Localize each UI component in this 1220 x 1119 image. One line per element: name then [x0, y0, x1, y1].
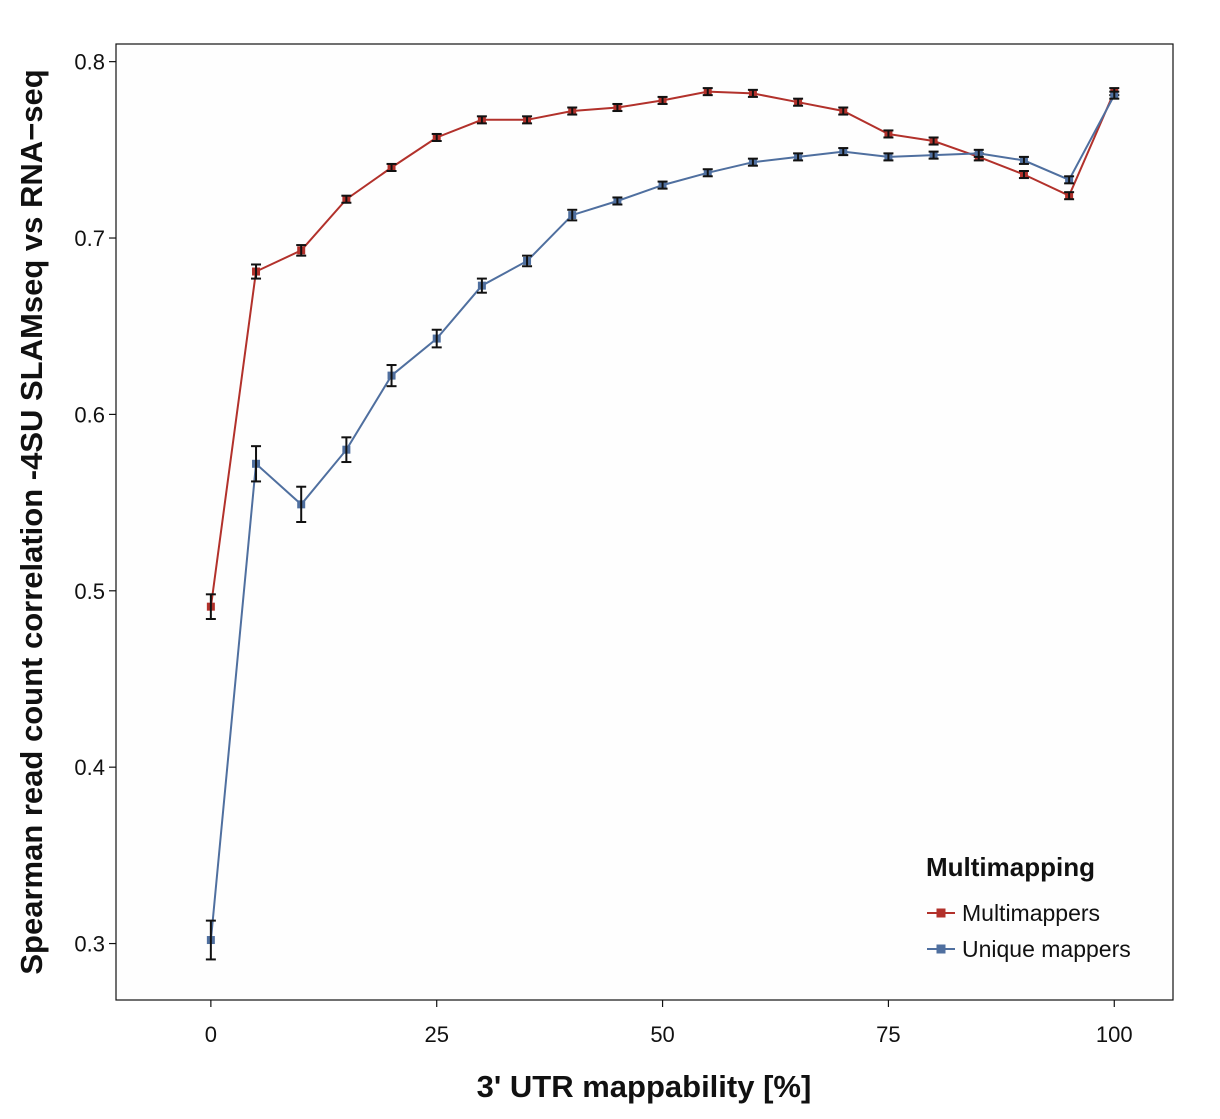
x-tick-label: 100 — [1096, 1022, 1133, 1047]
legend-key-marker — [936, 944, 946, 954]
y-axis: 0.3 0.4 0.5 0.6 0.7 0.8 — [74, 50, 116, 957]
y-tick-label: 0.5 — [74, 579, 105, 604]
series-unique-mappers — [205, 90, 1120, 961]
legend: Multimapping Multimappers Unique mappers — [926, 852, 1131, 962]
x-tick-label: 0 — [205, 1022, 217, 1047]
y-tick-label: 0.3 — [74, 932, 105, 957]
x-tick-label: 75 — [876, 1022, 900, 1047]
legend-item-multimappers: Multimappers — [927, 900, 1100, 926]
x-tick-label: 25 — [424, 1022, 448, 1047]
y-axis-title: Spearman read count correlation -4SU SLA… — [14, 69, 49, 974]
x-axis: 0 25 50 75 100 — [205, 1000, 1133, 1047]
panel-background — [115, 43, 1174, 1001]
y-tick-label: 0.8 — [74, 50, 105, 75]
legend-label: Multimappers — [962, 900, 1100, 926]
legend-item-unique-mappers: Unique mappers — [927, 936, 1131, 962]
plot-area — [205, 87, 1120, 961]
legend-title: Multimapping — [926, 852, 1095, 882]
legend-label: Unique mappers — [962, 936, 1131, 962]
legend-key-marker — [936, 908, 946, 918]
y-tick-label: 0.4 — [74, 755, 105, 780]
y-tick-label: 0.6 — [74, 402, 105, 427]
x-axis-title: 3' UTR mappability [%] — [477, 1069, 812, 1104]
x-tick-label: 50 — [650, 1022, 674, 1047]
y-tick-label: 0.7 — [74, 226, 105, 251]
